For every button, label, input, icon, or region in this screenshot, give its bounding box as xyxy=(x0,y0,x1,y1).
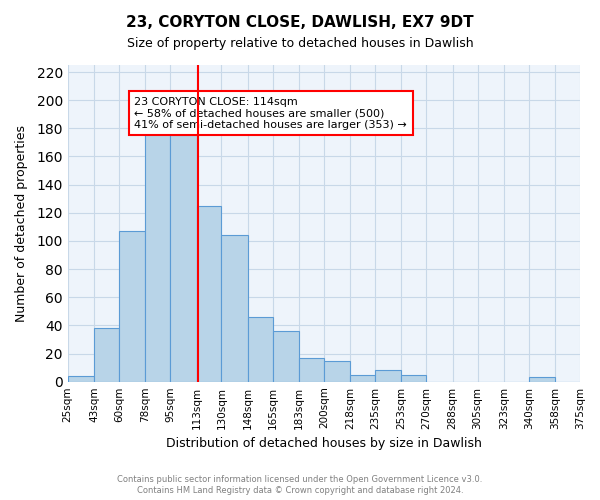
Text: 23, CORYTON CLOSE, DAWLISH, EX7 9DT: 23, CORYTON CLOSE, DAWLISH, EX7 9DT xyxy=(126,15,474,30)
Bar xyxy=(221,236,248,382)
Bar xyxy=(529,378,555,382)
Bar xyxy=(94,328,119,382)
Bar xyxy=(350,374,375,382)
Bar xyxy=(299,358,324,382)
Bar xyxy=(197,206,221,382)
Bar xyxy=(272,331,299,382)
Bar xyxy=(401,374,427,382)
Bar xyxy=(248,317,272,382)
Text: Size of property relative to detached houses in Dawlish: Size of property relative to detached ho… xyxy=(127,38,473,51)
Bar xyxy=(170,136,197,382)
Bar xyxy=(119,231,145,382)
Text: Contains public sector information licensed under the Open Government Licence v3: Contains public sector information licen… xyxy=(118,475,482,484)
Bar xyxy=(324,360,350,382)
Bar xyxy=(375,370,401,382)
Bar xyxy=(68,376,94,382)
Text: Contains HM Land Registry data © Crown copyright and database right 2024.: Contains HM Land Registry data © Crown c… xyxy=(137,486,463,495)
Bar xyxy=(145,134,170,382)
Y-axis label: Number of detached properties: Number of detached properties xyxy=(15,125,28,322)
Text: 23 CORYTON CLOSE: 114sqm
← 58% of detached houses are smaller (500)
41% of semi-: 23 CORYTON CLOSE: 114sqm ← 58% of detach… xyxy=(134,96,407,130)
X-axis label: Distribution of detached houses by size in Dawlish: Distribution of detached houses by size … xyxy=(166,437,482,450)
